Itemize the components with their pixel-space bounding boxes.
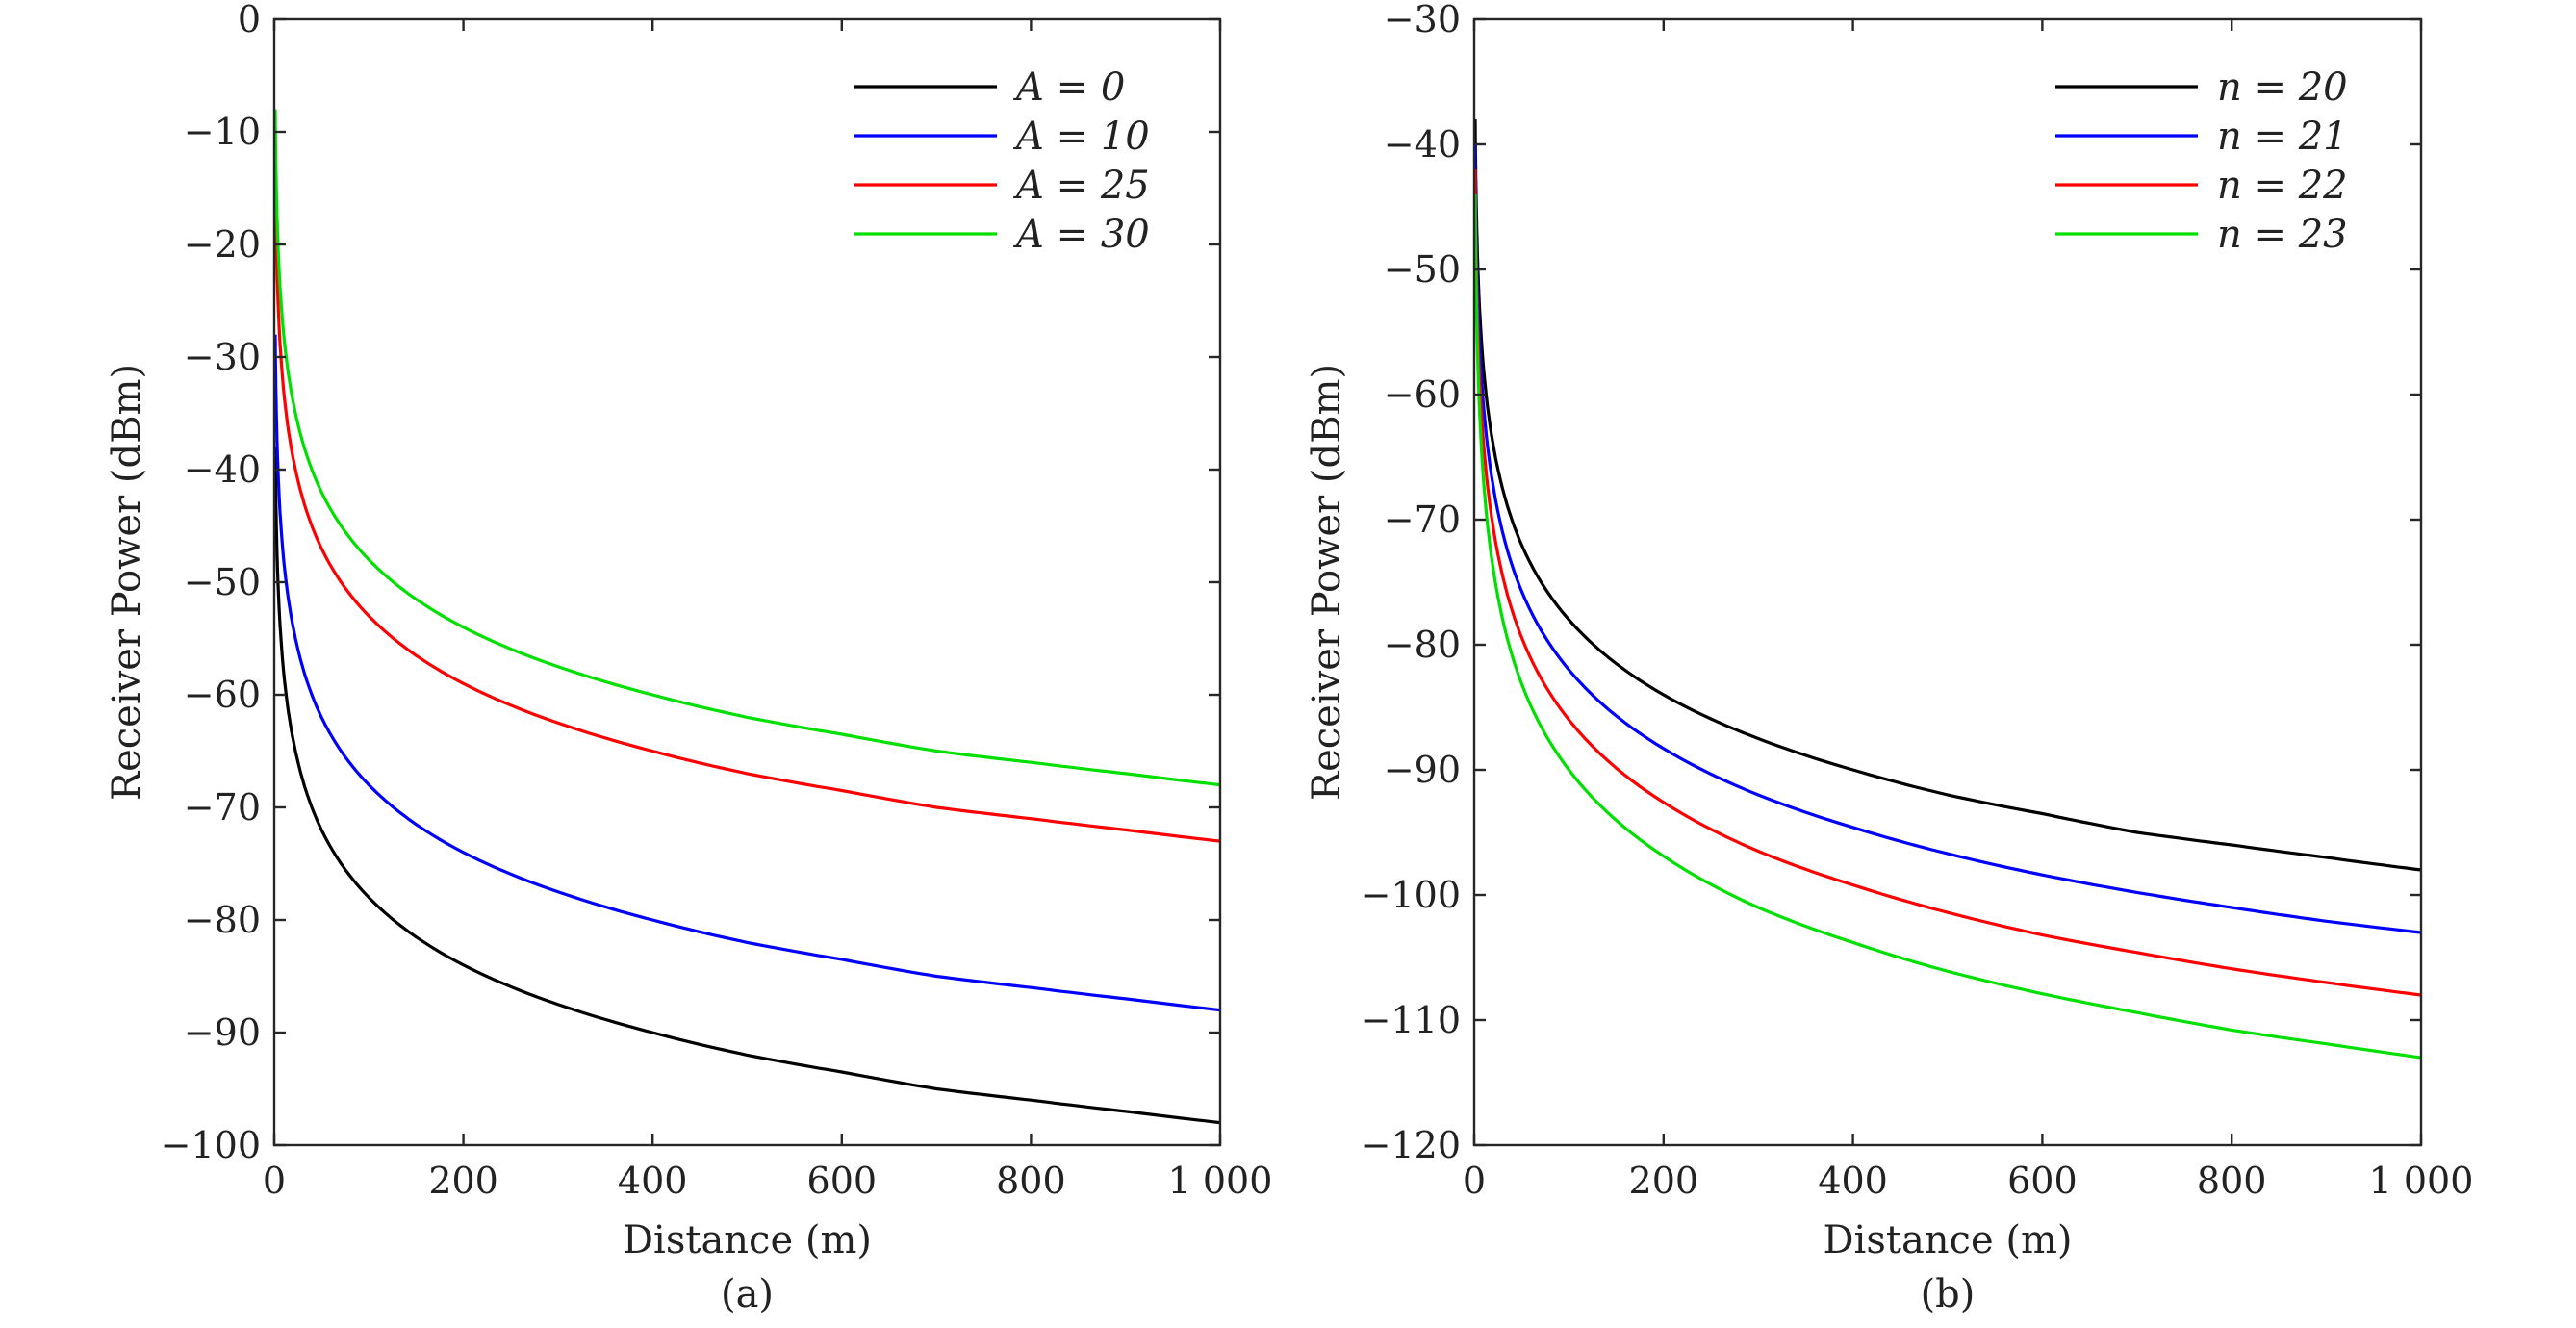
x-tick-label: 800: [2197, 1160, 2267, 1202]
legend-label: A = 30: [1012, 213, 1150, 257]
legend-label: n = 20: [2217, 65, 2348, 110]
legend-label: n = 21: [2217, 115, 2348, 159]
panel-caption: (a): [721, 1272, 774, 1316]
x-tick-label: 200: [428, 1160, 498, 1202]
y-tick-label: −100: [1361, 874, 1461, 916]
axes-frame: [1472, 17, 2423, 1147]
x-tick-label: 800: [996, 1160, 1066, 1202]
legend-label: A = 0: [1012, 65, 1125, 110]
x-tick-label: 0: [263, 1160, 286, 1202]
x-tick-label: 200: [1629, 1160, 1699, 1202]
panel-b: 0 200 400 600 800 1 000 −30 −40 −50 −60 −70 −80 −90 −…: [1305, 0, 2473, 1316]
y-tick-label: −20: [184, 223, 261, 266]
y-tick-label: −40: [1384, 123, 1461, 166]
series-line-A-10: [273, 334, 1221, 1012]
y-axis-title: Receiver Power (dBm): [1305, 364, 1349, 801]
x-tick-label: 400: [1818, 1160, 1888, 1202]
legend: A = 0 A = 10 A = 25 A = 30: [854, 65, 1150, 257]
y-tick-label: −50: [184, 561, 261, 603]
x-tick-label: 0: [1463, 1160, 1486, 1202]
panel-a: 0 200 400 600 800 1 000 0 −10 −20 −30 −40 −50 −60 −70…: [105, 0, 1272, 1316]
y-tick-label: −70: [1384, 498, 1461, 541]
legend-label: A = 10: [1012, 115, 1150, 159]
panel-caption: (b): [1921, 1272, 1976, 1316]
series-line-A-30: [273, 109, 1221, 787]
series-line-n-20: [1473, 118, 2422, 872]
y-tick-label: 0: [238, 0, 261, 40]
y-tick-label: −80: [184, 899, 261, 941]
y-tick-label: −80: [1384, 624, 1461, 666]
y-tick-label: −90: [1384, 749, 1461, 791]
x-axis-title: Distance (m): [623, 1218, 872, 1263]
series-line-A-25: [273, 166, 1221, 843]
y-tick-label: −70: [184, 786, 261, 829]
x-tick-label: 1 000: [2369, 1160, 2474, 1202]
x-axis-title: Distance (m): [1823, 1218, 2072, 1263]
series-line-n-22: [1473, 168, 2422, 997]
legend-label: A = 25: [1012, 164, 1150, 208]
y-tick-label: −90: [184, 1011, 261, 1054]
y-tick-label: −30: [1384, 0, 1461, 40]
y-tick-label: −50: [1384, 248, 1461, 291]
series-line-n-23: [1473, 193, 2422, 1060]
legend-label: n = 22: [2217, 164, 2348, 208]
legend: n = 20 n = 21 n = 22 n = 23: [2055, 65, 2348, 257]
y-tick-label: −60: [184, 674, 261, 716]
y-tick-label: −40: [184, 448, 261, 491]
legend-label: n = 23: [2217, 213, 2348, 257]
x-tick-label: 400: [618, 1160, 688, 1202]
y-tick-label: −60: [1384, 373, 1461, 416]
x-tick-label: 600: [807, 1160, 878, 1202]
y-tick-label: −30: [184, 336, 261, 378]
y-tick-label: −100: [161, 1124, 261, 1166]
series-line-n-21: [1473, 143, 2422, 934]
y-tick-label: −110: [1361, 999, 1461, 1041]
y-tick-label: −120: [1361, 1124, 1461, 1166]
series-line-A-0: [273, 447, 1221, 1125]
x-tick-label: 1 000: [1168, 1160, 1273, 1202]
x-tick-label: 600: [2007, 1160, 2078, 1202]
y-axis-title: Receiver Power (dBm): [105, 364, 149, 801]
y-tick-label: −10: [184, 111, 261, 153]
